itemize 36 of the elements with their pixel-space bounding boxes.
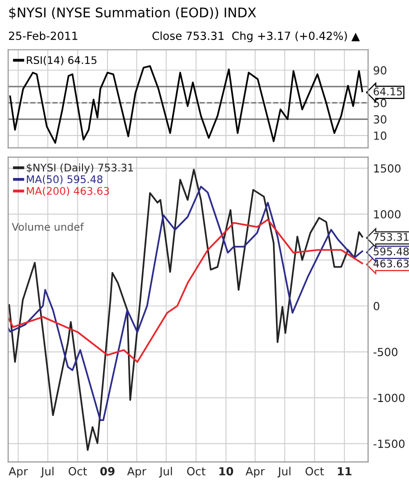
x-tick-label: Apr: [127, 467, 146, 478]
y-tick-label: 10: [374, 132, 386, 140]
x-tick-label: 09: [100, 467, 115, 476]
y-tick-label: 753.31: [374, 233, 408, 241]
y-tick-label: -1000: [374, 394, 405, 402]
y-tick-label: 90: [374, 66, 386, 75]
line-series: [9, 65, 364, 144]
x-tick-label: 10: [219, 467, 234, 476]
legend-label: MA(200) 463.63: [26, 186, 109, 196]
x-tick-label: Oct: [187, 467, 206, 476]
x-tick-label: Jul: [277, 466, 290, 478]
y-tick-label: 30: [374, 115, 386, 124]
y-tick-label: 1000: [374, 210, 400, 219]
legend-label: $NYSI (Daily) 753.31: [26, 163, 133, 174]
x-tick-label: Jul: [158, 466, 172, 478]
y-tick-label: 0: [374, 302, 380, 310]
annotation: Volume undef: [12, 222, 84, 231]
x-tick-label: Oct: [306, 467, 324, 476]
line-series: [8, 186, 364, 422]
x-tick-label: Jul: [40, 466, 54, 478]
y-tick-label: 595.48: [374, 247, 409, 256]
y-tick-label: 1500: [374, 164, 400, 173]
y-tick-label: 463.63: [373, 260, 409, 268]
text: Close 753.31 Chg +3.17 (+0.42%) ▲: [152, 31, 360, 42]
x-tick-label: Oct: [68, 467, 87, 476]
x-tick-label: Apr: [246, 467, 265, 478]
chart-subtitle: 25-Feb-2011: [8, 31, 78, 40]
x-tick-label: Apr: [8, 467, 28, 478]
legend-label: MA(50) 595.48: [26, 175, 102, 184]
line-series: [8, 218, 364, 363]
legend-label: RSI(14) 64.15: [26, 56, 96, 66]
x-tick-label: 11: [338, 467, 352, 476]
y-tick-label: 64.15: [374, 88, 402, 96]
y-tick-label: -500: [374, 348, 398, 356]
chart-title: $NYSI (NYSE Summation (EOD)) INDX: [9, 7, 256, 20]
y-tick-label: -1500: [374, 440, 405, 448]
